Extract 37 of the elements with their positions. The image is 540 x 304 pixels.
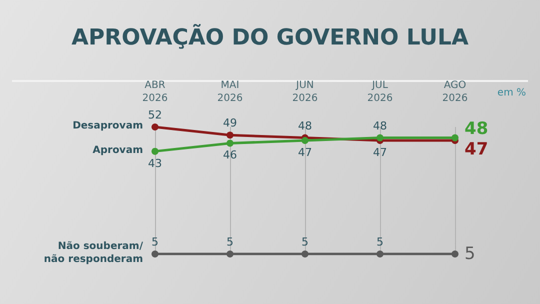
data-label: 52 [148, 108, 162, 122]
data-label: 5 [376, 236, 384, 248]
data-label: 46 [223, 148, 237, 162]
data-label: 5 [226, 236, 234, 248]
point [152, 250, 158, 258]
point [376, 250, 384, 258]
data-label: 43 [148, 156, 162, 170]
point [452, 134, 458, 142]
point [226, 140, 234, 147]
series-label: Aprovam [92, 144, 143, 156]
point [302, 250, 308, 258]
data-label: 47 [464, 140, 488, 160]
x-tick-label: JUN 2026 [292, 80, 318, 104]
point [376, 134, 384, 142]
x-tick-label: MAI 2026 [217, 80, 243, 104]
data-label: 48 [298, 119, 312, 132]
x-tick-label: ABR 2026 [142, 80, 168, 104]
series-label: Não souberam/ não responderam [44, 241, 144, 265]
point [152, 148, 158, 155]
data-label: 48 [464, 118, 488, 139]
point [302, 137, 308, 144]
data-label: 47 [373, 146, 387, 160]
x-tick-label: JUL 2026 [367, 80, 393, 104]
data-label: 49 [223, 116, 237, 130]
x-tick-label: AGO 2026 [442, 80, 468, 104]
data-label: 5 [302, 236, 308, 248]
text: em % [497, 88, 526, 98]
point [152, 124, 158, 130]
chart-title: APROVAÇÃO DO GOVERNO LULA [72, 24, 468, 50]
data-label: 47 [298, 146, 312, 160]
point [452, 250, 458, 258]
data-label: 5 [152, 236, 158, 248]
series-label: Desaprovam [72, 120, 143, 132]
data-label: 48 [373, 119, 387, 132]
point [226, 250, 234, 258]
point [226, 132, 234, 139]
data-label: 5 [464, 244, 476, 264]
